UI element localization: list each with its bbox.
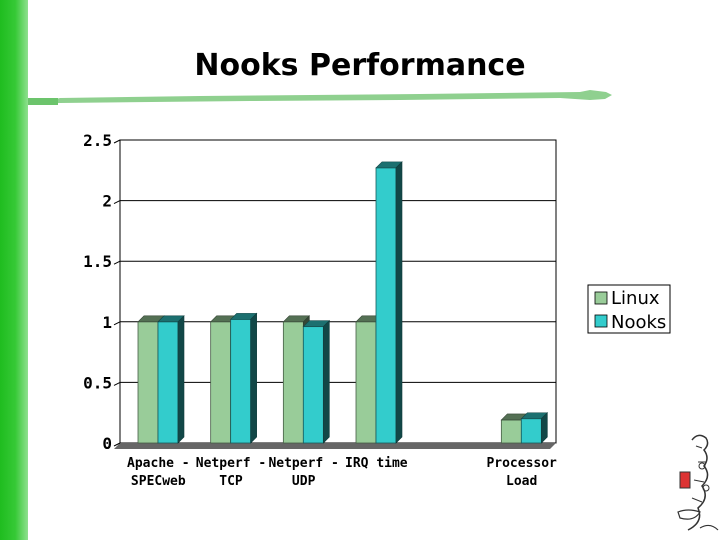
bar-nooks xyxy=(157,321,179,444)
bar-nooks xyxy=(230,318,252,444)
x-category-label: Netperf - xyxy=(268,456,338,471)
legend-swatch-nooks xyxy=(594,314,608,328)
y-tick-label: 2 xyxy=(102,192,112,211)
y-tick-mark xyxy=(113,139,121,144)
y-tick-mark xyxy=(113,260,121,265)
title-underline-stroke xyxy=(28,90,612,105)
x-category-label: Processor xyxy=(486,456,557,471)
y-tick-mark xyxy=(113,442,121,447)
bar-side-nooks xyxy=(177,315,185,444)
left-accent-bar xyxy=(0,0,28,540)
bar-side-nooks xyxy=(323,319,330,444)
mascot-illustration xyxy=(677,434,719,531)
bar-linux xyxy=(500,419,522,444)
y-tick-mark xyxy=(113,381,121,386)
y-tick-label: 2.5 xyxy=(83,131,112,150)
y-tick-mark xyxy=(113,200,121,205)
y-tick-label: 0 xyxy=(102,434,112,453)
bar-linux xyxy=(210,321,232,444)
bar-nooks xyxy=(520,418,542,444)
x-category-label: SPECweb xyxy=(131,474,186,489)
y-tick-label: 1.5 xyxy=(83,252,112,271)
bar-linux xyxy=(355,321,377,444)
bar-side-nooks xyxy=(250,312,257,444)
y-tick-label: 0.5 xyxy=(83,373,112,392)
x-category-label: UDP xyxy=(292,474,316,489)
bar-side-nooks xyxy=(541,412,548,444)
x-category-label: Netperf - xyxy=(196,456,266,471)
plot-area xyxy=(119,139,557,444)
legend: Linux Nooks xyxy=(587,284,671,334)
bar-nooks xyxy=(375,167,397,444)
bar-linux xyxy=(282,321,304,444)
bar-side-nooks xyxy=(395,161,403,444)
legend-label-nooks: Nooks xyxy=(611,312,666,333)
chart-floor xyxy=(114,443,556,449)
y-tick-label: 1 xyxy=(102,313,112,332)
x-category-label: IRQ time xyxy=(345,456,408,471)
x-category-label: TCP xyxy=(219,474,243,489)
legend-label-linux: Linux xyxy=(611,288,660,309)
y-tick-mark xyxy=(113,321,121,326)
slide-title: Nooks Performance xyxy=(194,48,526,83)
bar-linux xyxy=(137,321,159,444)
x-category-label: Apache - xyxy=(127,456,190,471)
legend-swatch-linux xyxy=(594,291,608,305)
x-category-label: Load xyxy=(506,474,537,489)
bar-nooks xyxy=(302,326,324,444)
